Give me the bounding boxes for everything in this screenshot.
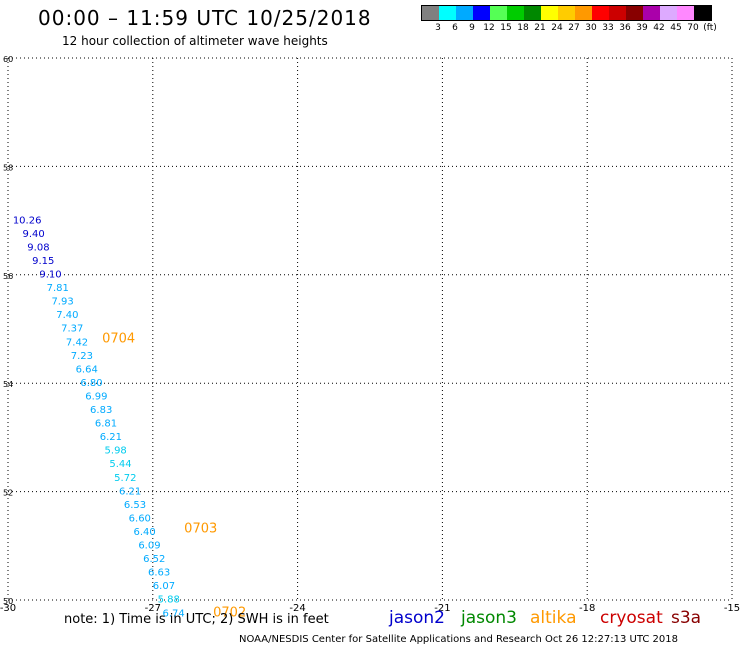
wave-height-label: 7.81 bbox=[47, 283, 69, 294]
legend-swatch bbox=[643, 6, 660, 20]
legend-label: 6 bbox=[452, 23, 458, 33]
wave-height-label: 6.64 bbox=[76, 364, 98, 375]
lat-tick-label: 54 bbox=[3, 380, 13, 389]
wave-height-label: 9.15 bbox=[32, 256, 54, 267]
legend-label: 15 bbox=[500, 23, 512, 33]
legend-swatch bbox=[626, 6, 643, 20]
lon-tick-label: -24 bbox=[289, 603, 305, 614]
legend-swatch bbox=[677, 6, 694, 20]
legend-label: (ft) bbox=[703, 23, 717, 33]
legend-label: 33 bbox=[602, 23, 614, 33]
footer-note: note: 1) Time is in UTC; 2) SWH is in fe… bbox=[64, 612, 329, 627]
legend-swatch bbox=[422, 6, 439, 20]
wave-height-label: 6.21 bbox=[119, 486, 141, 497]
wave-height-label: 5.72 bbox=[114, 473, 136, 484]
satellite-legend-item: cryosat bbox=[600, 608, 663, 628]
legend-labels: 3 6 9 12 15 18 21 24 27 30 33 36 39 42 45 70 (ft) bbox=[421, 21, 717, 35]
legend-swatch bbox=[609, 6, 626, 20]
wave-height-label: 7.37 bbox=[61, 324, 83, 335]
legend-swatch bbox=[694, 6, 711, 20]
wave-height-label: 6.53 bbox=[124, 500, 146, 511]
wave-height-label: 6.63 bbox=[148, 568, 170, 579]
satellite-legend-item: s3a bbox=[671, 608, 702, 628]
page-title: 00:00 – 11:59 UTC 10/25/2018 bbox=[38, 6, 372, 30]
legend-swatch bbox=[660, 6, 677, 20]
legend-label: 21 bbox=[534, 23, 546, 33]
wave-height-label: 5.88 bbox=[158, 595, 180, 606]
wave-height-label: 6.40 bbox=[133, 527, 155, 538]
legend-swatch bbox=[473, 6, 490, 20]
wave-height-label: 10.26 bbox=[13, 215, 42, 226]
footer-credit: NOAA/NESDIS Center for Satellite Applica… bbox=[239, 634, 678, 645]
wave-height-label: 9.40 bbox=[22, 229, 44, 240]
satellite-legend-item: jason3 bbox=[461, 608, 517, 628]
legend-label: 18 bbox=[517, 23, 529, 33]
time-label: 0704 bbox=[102, 332, 135, 347]
legend-swatch bbox=[456, 6, 473, 20]
lon-tick-label: -27 bbox=[145, 603, 161, 614]
lon-tick-label: -18 bbox=[579, 603, 595, 614]
wave-height-label: 6.09 bbox=[138, 541, 160, 552]
satellite-legend-item: altika bbox=[530, 608, 577, 628]
legend-label: 36 bbox=[619, 23, 631, 33]
legend-swatch bbox=[524, 6, 541, 20]
wave-height-label: 6.07 bbox=[153, 581, 175, 592]
legend-swatch bbox=[439, 6, 456, 20]
legend-swatch bbox=[490, 6, 507, 20]
wave-height-label: 7.23 bbox=[71, 351, 93, 362]
legend-swatch bbox=[592, 6, 609, 20]
wave-height-label: 6.52 bbox=[143, 554, 165, 565]
wave-height-label: 6.83 bbox=[90, 405, 112, 416]
lat-tick-label: 56 bbox=[3, 272, 13, 281]
legend-label: 42 bbox=[653, 23, 665, 33]
lat-tick-label: 58 bbox=[3, 163, 13, 172]
wave-height-label: 6.80 bbox=[80, 378, 102, 389]
legend-swatch bbox=[507, 6, 524, 20]
wave-height-label: 6.74 bbox=[162, 608, 184, 619]
legend-label: 30 bbox=[585, 23, 597, 33]
legend-swatch bbox=[558, 6, 575, 20]
legend-label: 27 bbox=[568, 23, 580, 33]
lat-tick-label: 50 bbox=[3, 597, 13, 606]
lon-tick-label: -21 bbox=[434, 603, 450, 614]
legend-label: 3 bbox=[435, 23, 441, 33]
time-label: 0702 bbox=[213, 605, 246, 620]
satellite-legend-item: jason2 bbox=[389, 608, 445, 628]
legend-label: 12 bbox=[483, 23, 495, 33]
color-legend: 3 6 9 12 15 18 21 24 27 30 33 36 39 42 45 70 (ft) bbox=[421, 5, 717, 35]
wave-height-label: 6.99 bbox=[85, 391, 107, 402]
wave-height-label: 7.40 bbox=[56, 310, 78, 321]
lon-tick-label: -15 bbox=[724, 603, 740, 614]
wave-height-label: 9.10 bbox=[39, 270, 61, 281]
legend-label: 70 bbox=[687, 23, 699, 33]
wave-height-label: 6.81 bbox=[95, 419, 117, 430]
wave-height-label: 5.44 bbox=[109, 459, 131, 470]
legend-label: 24 bbox=[551, 23, 563, 33]
wave-height-label: 7.93 bbox=[51, 297, 73, 308]
legend-label: 45 bbox=[670, 23, 682, 33]
legend-label: 39 bbox=[636, 23, 648, 33]
wave-height-label: 5.98 bbox=[105, 446, 127, 457]
wave-height-label: 6.60 bbox=[129, 513, 151, 524]
wave-height-label: 9.08 bbox=[27, 242, 49, 253]
lat-tick-label: 52 bbox=[3, 489, 13, 498]
page-subtitle: 12 hour collection of altimeter wave hei… bbox=[62, 34, 328, 48]
lat-tick-label: 60 bbox=[3, 55, 13, 64]
wave-height-label: 7.42 bbox=[66, 337, 88, 348]
legend-swatches bbox=[421, 5, 712, 21]
wave-height-label: 6.21 bbox=[100, 432, 122, 443]
legend-swatch bbox=[575, 6, 592, 20]
time-label: 0703 bbox=[184, 521, 217, 536]
legend-label: 9 bbox=[469, 23, 475, 33]
legend-swatch bbox=[541, 6, 558, 20]
lon-tick-label: -30 bbox=[0, 603, 16, 614]
